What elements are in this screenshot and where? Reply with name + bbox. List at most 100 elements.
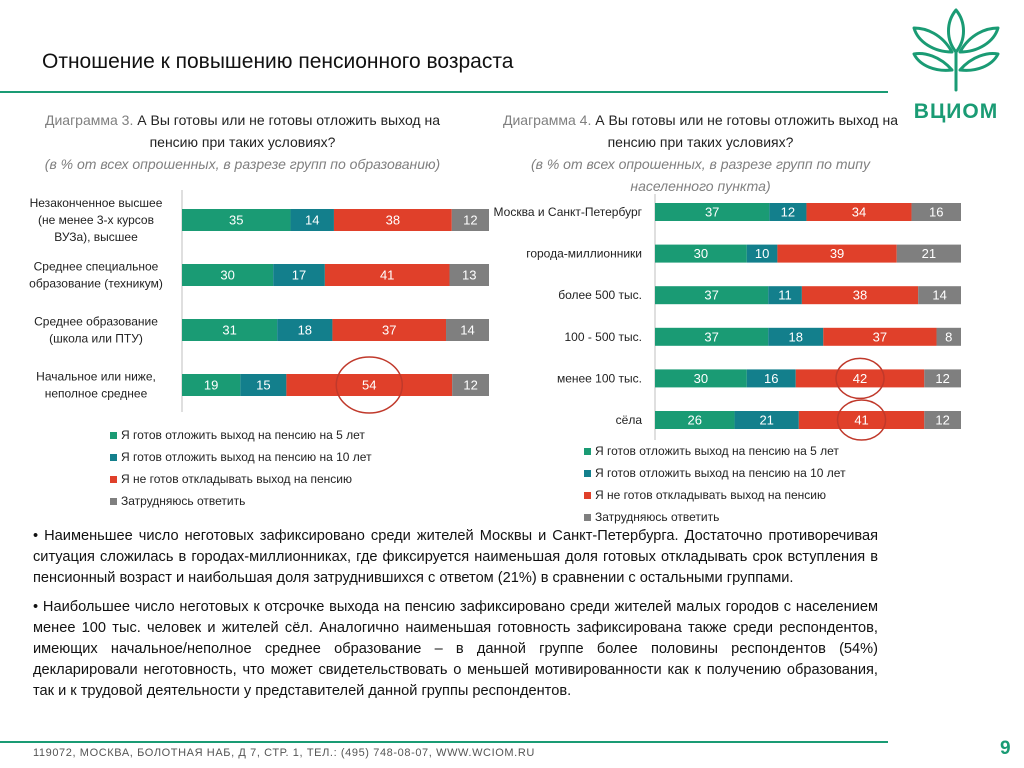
bar-segment	[924, 369, 961, 388]
category-label-line: Москва и Санкт-Петербург	[494, 205, 643, 219]
legend-swatch	[584, 491, 591, 499]
data-label: 21	[922, 246, 936, 261]
data-label: 35	[229, 213, 243, 228]
category-label-line: Среднее специальное	[34, 260, 159, 274]
bar-segment	[290, 209, 334, 231]
legend-item: Я готов отложить выход на пенсию на 5 ле…	[584, 440, 846, 462]
bar-segment	[801, 286, 919, 305]
category-label: более 500 тыс.	[558, 288, 642, 302]
logo-leaf-right-upper	[958, 26, 1000, 54]
category-label: сёла	[616, 413, 643, 427]
bar-segment	[182, 264, 274, 286]
legend-item: Я готов отложить выход на пенсию на 10 л…	[584, 462, 846, 484]
data-label: 30	[220, 268, 234, 283]
bar-segment	[286, 374, 453, 396]
logo-leaf-left-lower	[912, 52, 954, 72]
category-label: Начальное или ниже, неполное среднее	[36, 370, 156, 401]
bar-segment	[734, 411, 799, 429]
legend-swatch	[110, 453, 117, 461]
footer-address: 119072, МОСКВА, БОЛОТНАЯ НАБ, Д 7, СТР. …	[33, 747, 535, 759]
category-label: Москва и Санкт-Петербург	[494, 205, 643, 219]
data-label: 16	[929, 205, 943, 220]
data-label: 18	[789, 329, 803, 344]
footer-divider	[0, 741, 888, 743]
data-label: 38	[853, 288, 867, 303]
finding-paragraph: • Наибольшее число неготовых к отсрочке …	[33, 599, 878, 699]
slide-title: Отношение к повышению пенсионного возрас…	[42, 50, 514, 73]
legend-item: Затрудняюсь ответить	[584, 506, 846, 528]
bar-segment	[446, 319, 489, 341]
bar-segment	[182, 319, 278, 341]
category-label-line: менее 100 тыс.	[557, 371, 642, 385]
bar-segment	[896, 244, 961, 263]
highlight-circle	[835, 357, 885, 400]
data-label: 12	[463, 213, 477, 228]
category-label: менее 100 тыс.	[557, 371, 642, 385]
data-label: 30	[694, 371, 708, 386]
data-label: 41	[380, 268, 394, 283]
bar-segment	[746, 369, 796, 388]
bar-segment	[332, 319, 447, 341]
category-label-line: сёла	[616, 413, 643, 427]
bar-segment	[277, 319, 333, 341]
bar-segment	[746, 244, 778, 263]
data-label: 14	[305, 213, 319, 228]
legend-item: Я не готов откладывать выход на пенсию	[584, 484, 846, 506]
data-label: 38	[386, 213, 400, 228]
data-label: 12	[935, 413, 949, 428]
category-label: Среднее образование (школа или ПТУ)	[34, 315, 158, 346]
category-label-line: Среднее образование	[34, 315, 158, 329]
legend-item: Я готов отложить выход на пенсию на 10 л…	[110, 446, 372, 468]
bar-segment	[936, 327, 961, 346]
data-label: 19	[204, 378, 218, 393]
legend-item: Я не готов откладывать выход на пенсию	[110, 468, 372, 490]
bar-segment	[806, 203, 912, 221]
data-label: 42	[853, 371, 867, 386]
findings-text: • Наименьшее число неготовых зафиксирова…	[33, 526, 878, 710]
data-label: 37	[382, 323, 396, 338]
chart4-question: А Вы готовы или не готовы отложить выход…	[595, 112, 899, 150]
logo-leaf-top	[947, 8, 965, 54]
bar-segment	[655, 203, 770, 221]
category-label-line: образование (техникум)	[29, 277, 163, 291]
category-label-line: Незаконченное высшее	[30, 196, 163, 210]
data-label: 10	[755, 246, 769, 261]
chart4-legend: Я готов отложить выход на пенсию на 5 ле…	[584, 440, 846, 528]
logo-text: ВЦИОМ	[914, 100, 998, 123]
chart3-note: (в % от всех опрошенных, в разрезе групп…	[44, 156, 441, 172]
highlight-circle	[836, 399, 887, 441]
bar-segment	[333, 209, 452, 231]
data-label: 37	[705, 205, 719, 220]
title-divider	[0, 91, 888, 93]
logo-leaf-right-lower	[958, 52, 1000, 72]
category-label-line: 100 - 500 тыс.	[565, 330, 643, 344]
bar-segment	[823, 327, 937, 346]
bar-segment	[452, 374, 489, 396]
category-label-line: неполное среднее	[45, 387, 148, 401]
legend-label: Я готов отложить выход на пенсию на 10 л…	[121, 450, 372, 464]
data-label: 14	[460, 323, 474, 338]
legend-label: Я не готов откладывать выход на пенсию	[121, 472, 352, 486]
category-label-line: (школа или ПТУ)	[49, 332, 143, 346]
chart3-stacked-bar: Незаконченное высшее (не менее 3-х курсов…	[29, 190, 489, 414]
category-label-line: ВУЗа), высшее	[54, 230, 138, 244]
bar-segment	[918, 286, 961, 305]
bar-segment	[768, 327, 824, 346]
legend-swatch	[110, 497, 117, 505]
chart3-header: Диаграмма 3. А Вы готовы или не готовы о…	[40, 109, 445, 175]
data-label: 8	[945, 329, 952, 344]
category-label-line: города-миллионники	[526, 247, 642, 261]
data-label: 41	[854, 413, 868, 428]
legend-swatch	[584, 447, 591, 455]
bar-segment	[273, 264, 325, 286]
data-label: 12	[463, 378, 477, 393]
legend-swatch	[110, 475, 117, 483]
chart3-legend: Я готов отложить выход на пенсию на 5 ле…	[110, 424, 372, 512]
category-label: города-миллионники	[526, 247, 642, 261]
vciom-logo: ВЦИОМ	[912, 8, 1000, 123]
legend-label: Я готов отложить выход на пенсию на 5 ле…	[595, 444, 839, 458]
legend-item: Затрудняюсь ответить	[110, 490, 372, 512]
data-label: 39	[830, 246, 844, 261]
finding-paragraph: • Наименьшее число неготовых зафиксирова…	[33, 528, 878, 586]
data-label: 18	[298, 323, 312, 338]
